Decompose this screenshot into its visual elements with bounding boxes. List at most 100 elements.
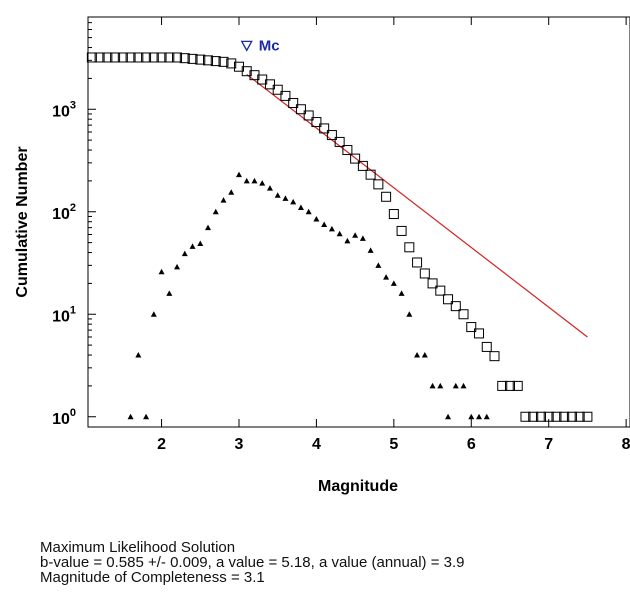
cumulative-point <box>404 242 415 253</box>
solution-completeness: Magnitude of Completeness = 3.1 <box>40 569 265 585</box>
cumulative-point <box>264 79 275 90</box>
noncumulative-point <box>243 177 250 184</box>
cumulative-point <box>481 341 492 352</box>
noncumulative-point <box>174 263 181 270</box>
cumulative-point <box>365 169 376 180</box>
noncumulative-point <box>437 382 444 389</box>
noncumulative-point <box>398 290 405 296</box>
cumulative-point <box>435 285 446 296</box>
cumulative-point <box>489 351 500 362</box>
noncumulative-point <box>158 268 165 275</box>
cumulative-point <box>125 52 136 63</box>
cumulative-point <box>86 52 97 63</box>
noncumulative-point <box>259 180 266 186</box>
noncumulative-point <box>352 232 359 238</box>
solution-values: b-value = 0.585 +/- 0.009, a value = 5.1… <box>40 554 465 571</box>
cumulative-point <box>311 117 322 128</box>
x-tick-label: 6 <box>467 436 476 453</box>
y-tick-label-exponent: 0 <box>70 407 76 419</box>
noncumulative-point <box>344 237 351 244</box>
y-tick-label-base: 10 <box>52 308 70 325</box>
cumulative-point <box>412 257 423 268</box>
x-tick-label: 3 <box>235 436 244 453</box>
cumulative-point <box>350 153 361 164</box>
noncumulative-point <box>166 290 173 296</box>
cumulative-point <box>241 66 252 77</box>
cumulative-point <box>396 225 407 236</box>
cumulative-point <box>148 52 159 63</box>
noncumulative-point <box>189 243 196 249</box>
cumulative-point <box>450 301 461 312</box>
noncumulative-point <box>274 192 281 198</box>
cumulative-point <box>357 160 368 171</box>
noncumulative-point <box>421 352 428 358</box>
cumulative-point <box>574 411 585 422</box>
cumulative-point <box>110 52 121 63</box>
cumulative-point <box>187 53 198 64</box>
y-tick-label: 103 <box>52 99 76 120</box>
noncumulative-point <box>483 413 490 420</box>
cumulative-point <box>458 309 469 320</box>
cumulative-point <box>520 411 531 422</box>
y-tick-label-exponent: 1 <box>70 304 76 316</box>
noncumulative-point <box>414 352 421 358</box>
solution-title: Maximum Likelihood Solution <box>40 540 236 556</box>
cumulative-point <box>203 55 214 66</box>
cumulative-point <box>319 123 330 134</box>
cumulative-point <box>226 58 237 69</box>
noncumulative-point <box>197 240 204 247</box>
cumulative-point <box>133 52 144 63</box>
cumulative-point <box>504 380 515 391</box>
plot-frame <box>87 16 630 428</box>
mc-label: Mc <box>259 37 280 54</box>
noncumulative-point <box>383 274 390 280</box>
cumulative-point <box>156 52 167 63</box>
noncumulative-point <box>205 224 212 231</box>
x-axis-label: Magnitude <box>318 478 398 495</box>
cumulative-point <box>334 136 345 147</box>
noncumulative-point <box>429 382 436 389</box>
x-tick-label: 4 <box>312 436 321 453</box>
y-tick-label: 102 <box>52 202 76 223</box>
noncumulative-point <box>445 413 452 420</box>
cumulative-point <box>94 52 105 63</box>
noncumulative-point <box>468 413 475 420</box>
noncumulative-point <box>220 197 227 203</box>
noncumulative-point <box>321 221 328 228</box>
noncumulative-point <box>305 208 312 215</box>
noncumulative-point <box>336 230 343 237</box>
noncumulative-point <box>251 177 258 184</box>
noncumulative-point <box>297 204 304 211</box>
noncumulative-point <box>228 189 235 195</box>
noncumulative-point <box>375 262 382 268</box>
noncumulative-point <box>290 198 297 205</box>
y-tick-label-base: 10 <box>52 103 70 120</box>
cumulative-point <box>543 411 554 422</box>
noncumulative-point <box>127 413 134 420</box>
noncumulative-point <box>313 215 320 222</box>
cumulative-point <box>141 52 152 63</box>
y-tick-label: 100 <box>52 407 76 428</box>
cumulative-point <box>559 411 570 422</box>
noncumulative-point <box>235 171 242 178</box>
cumulative-point <box>280 90 291 101</box>
y-tick-label: 101 <box>52 304 76 325</box>
cumulative-point <box>326 130 337 141</box>
x-tick-label: 5 <box>389 436 398 453</box>
noncumulative-point <box>476 413 483 420</box>
cumulative-point <box>551 411 562 422</box>
cumulative-point <box>288 98 299 109</box>
cumulative-point <box>497 380 508 391</box>
cumulative-point <box>102 52 113 63</box>
cumulative-point <box>172 52 183 63</box>
cumulative-point <box>528 411 539 422</box>
noncumulative-point <box>359 235 366 241</box>
x-tick-label: 2 <box>157 436 166 453</box>
noncumulative-point <box>406 311 413 317</box>
cumulative-point <box>512 380 523 391</box>
cumulative-point <box>373 179 384 190</box>
noncumulative-point <box>452 382 459 389</box>
cumulative-point <box>381 191 392 202</box>
solution-text: Maximum Likelihood Solution b-value = 0.… <box>40 540 630 585</box>
